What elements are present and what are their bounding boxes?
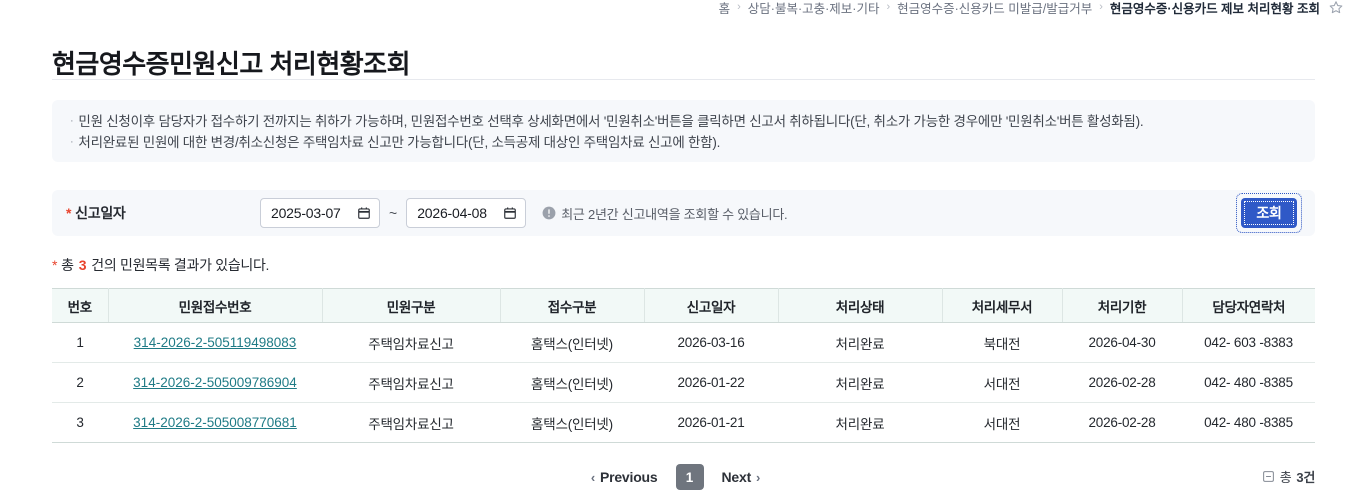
cell-office: 북대전 xyxy=(942,322,1062,363)
cell-contact: 042- 480 -8385 xyxy=(1182,362,1315,403)
cell-status: 처리완료 xyxy=(835,416,885,432)
breadcrumb: 홈 › 상담·불복·고충·제보·기타 › 현금영수증·신용카드 미발급/발급거부… xyxy=(0,0,1351,18)
cell-receipt-no: 314-2026-2-505008770681 xyxy=(108,403,322,443)
cell-deadline: 2026-02-28 xyxy=(1062,362,1182,403)
filter-label-text: 신고일자 xyxy=(75,205,126,221)
next-page-button[interactable]: Next › xyxy=(716,468,767,486)
table-row: 1 314-2026-2-505119498083 주택임차료신고 홈택스(인터… xyxy=(52,322,1315,363)
cell-status: 처리완료 xyxy=(778,322,942,363)
breadcrumb-item-subcategory[interactable]: 현금영수증·신용카드 미발급/발급거부 xyxy=(897,1,1093,16)
notice-line: · 처리완료된 민원에 대한 변경/취소신청은 주택임차료 신고만 가능합니다(… xyxy=(70,132,1297,153)
receipt-no-link[interactable]: 314-2026-2-505119498083 xyxy=(133,335,297,350)
table-header-row: 번호 민원접수번호 민원구분 접수구분 신고일자 처리상태 처리세무서 처리기한… xyxy=(52,288,1315,323)
info-circle-icon xyxy=(542,206,556,220)
report-date-label: * 신고일자 xyxy=(52,203,260,223)
date-to-value: 2026-04-08 xyxy=(417,205,487,221)
column-header-office: 처리세무서 xyxy=(942,288,1063,323)
next-label: Next xyxy=(721,469,752,485)
date-from-input[interactable]: 2025-03-07 xyxy=(260,198,380,228)
title-divider xyxy=(52,79,1315,80)
cell-receipt-type: 홈택스(인터넷) xyxy=(500,322,644,363)
cell-report-date: 2026-01-21 xyxy=(677,415,745,430)
cell-no: 1 xyxy=(52,322,108,363)
cell-office: 서대전 xyxy=(983,416,1021,432)
date-range-separator: ~ xyxy=(389,205,398,221)
chevron-right-icon: › xyxy=(756,469,761,485)
breadcrumb-separator: › xyxy=(737,1,741,13)
table-row: 2 314-2026-2-505009786904 주택임차료신고 홈택스(인터… xyxy=(52,362,1315,403)
page-title: 현금영수증민원신고 처리현황조회 xyxy=(52,49,411,80)
hint-text: 최근 2년간 신고내역을 조회할 수 있습니다. xyxy=(561,206,788,222)
cell-report-date: 2026-01-22 xyxy=(644,362,778,403)
date-to-input[interactable]: 2026-04-08 xyxy=(406,198,527,228)
column-header-contact: 담당자연락처 xyxy=(1182,288,1315,323)
cell-receipt-no: 314-2026-2-505009786904 xyxy=(108,362,322,403)
cell-no: 3 xyxy=(76,415,84,430)
total-count-badge: 총 3건 xyxy=(1262,467,1315,486)
column-header-status: 처리상태 xyxy=(778,288,943,323)
notice-text: 처리완료된 민원에 대한 변경/취소신청은 주택임차료 신고만 가능합니다(단,… xyxy=(78,135,721,150)
chevron-left-icon: ‹ xyxy=(590,469,595,485)
breadcrumb-separator: › xyxy=(1099,1,1103,13)
cell-deadline: 2026-04-30 xyxy=(1062,322,1182,363)
column-header-receipt-type: 접수구분 xyxy=(500,288,645,323)
breadcrumb-item-category[interactable]: 상담·불복·고충·제보·기타 xyxy=(747,1,880,16)
page-number-1[interactable]: 1 xyxy=(675,464,704,490)
calendar-icon[interactable] xyxy=(357,206,371,220)
cell-civil-type: 주택임차료신고 xyxy=(322,322,500,363)
column-header-deadline: 처리기한 xyxy=(1062,288,1183,323)
cell-receipt-type: 홈택스(인터넷) xyxy=(531,416,613,432)
pagination: ‹ Previous 1 Next › xyxy=(0,464,1351,490)
cell-receipt-no: 314-2026-2-505119498083 xyxy=(108,322,322,363)
receipt-no-link[interactable]: 314-2026-2-505008770681 xyxy=(133,415,297,430)
result-count-trail: 건의 민원목록 결과가 있습니다. xyxy=(91,257,270,273)
date-from-value: 2025-03-07 xyxy=(271,205,341,221)
notice-panel: · 민원 신청이후 담당자가 접수하기 전까지는 취하가 가능하며, 민원접수번… xyxy=(52,100,1315,162)
result-count-text: * 총 3 건의 민원목록 결과가 있습니다. xyxy=(52,255,269,275)
bullet-icon: · xyxy=(70,115,74,127)
cell-civil-type: 주택임차료신고 xyxy=(322,362,500,403)
result-count-star: * xyxy=(52,257,58,273)
cell-office: 서대전 xyxy=(942,362,1062,403)
cell-no: 2 xyxy=(52,362,108,403)
column-header-report-date: 신고일자 xyxy=(644,288,779,323)
notice-line: · 민원 신청이후 담당자가 접수하기 전까지는 취하가 가능하며, 민원접수번… xyxy=(70,111,1297,132)
civil-complaint-table: 번호 민원접수번호 민원구분 접수구분 신고일자 처리상태 처리세무서 처리기한… xyxy=(52,288,1315,443)
column-header-no: 번호 xyxy=(52,288,109,323)
cell-contact: 042- 603 -8383 xyxy=(1182,322,1315,363)
star-outline-icon[interactable] xyxy=(1329,0,1343,14)
result-count-lead: 총 xyxy=(61,257,74,273)
search-button[interactable]: 조회 xyxy=(1241,198,1297,228)
column-header-receipt-no: 민원접수번호 xyxy=(108,288,323,323)
required-mark: * xyxy=(66,205,72,221)
table-row: 3 314-2026-2-505008770681 주택임차료신고 홈택스(인터… xyxy=(52,403,1315,443)
total-value: 3건 xyxy=(1296,470,1315,485)
total-label: 총 xyxy=(1279,470,1292,485)
previous-page-button[interactable]: ‹ Previous xyxy=(585,468,664,486)
breadcrumb-item-home[interactable]: 홈 xyxy=(718,1,731,16)
list-icon xyxy=(1262,470,1275,483)
previous-label: Previous xyxy=(599,469,658,485)
result-count-number: 3 xyxy=(78,257,87,273)
search-filter-bar: * 신고일자 2025-03-07 ~ 2026-04-08 xyxy=(52,190,1315,236)
breadcrumb-separator: › xyxy=(886,1,891,13)
bullet-icon: · xyxy=(70,136,74,148)
search-button-focus-ring: 조회 xyxy=(1236,193,1302,233)
cell-receipt-type: 홈택스(인터넷) xyxy=(500,362,644,403)
cell-status: 처리완료 xyxy=(778,362,942,403)
cell-report-date: 2026-03-16 xyxy=(644,322,778,363)
calendar-icon[interactable] xyxy=(503,206,517,220)
column-header-civil-type: 민원구분 xyxy=(322,288,501,323)
cell-contact: 042- 480 -8385 xyxy=(1204,415,1293,430)
receipt-no-link[interactable]: 314-2026-2-505009786904 xyxy=(133,375,297,390)
cell-civil-type: 주택임차료신고 xyxy=(368,416,454,432)
cell-deadline: 2026-02-28 xyxy=(1088,415,1156,430)
breadcrumb-current-page: 현금영수증·신용카드 제보 처리현황 조회 xyxy=(1109,1,1320,16)
notice-text: 민원 신청이후 담당자가 접수하기 전까지는 취하가 가능하며, 민원접수번호 … xyxy=(78,114,1144,129)
date-range-hint: 최근 2년간 신고내역을 조회할 수 있습니다. xyxy=(542,204,788,223)
